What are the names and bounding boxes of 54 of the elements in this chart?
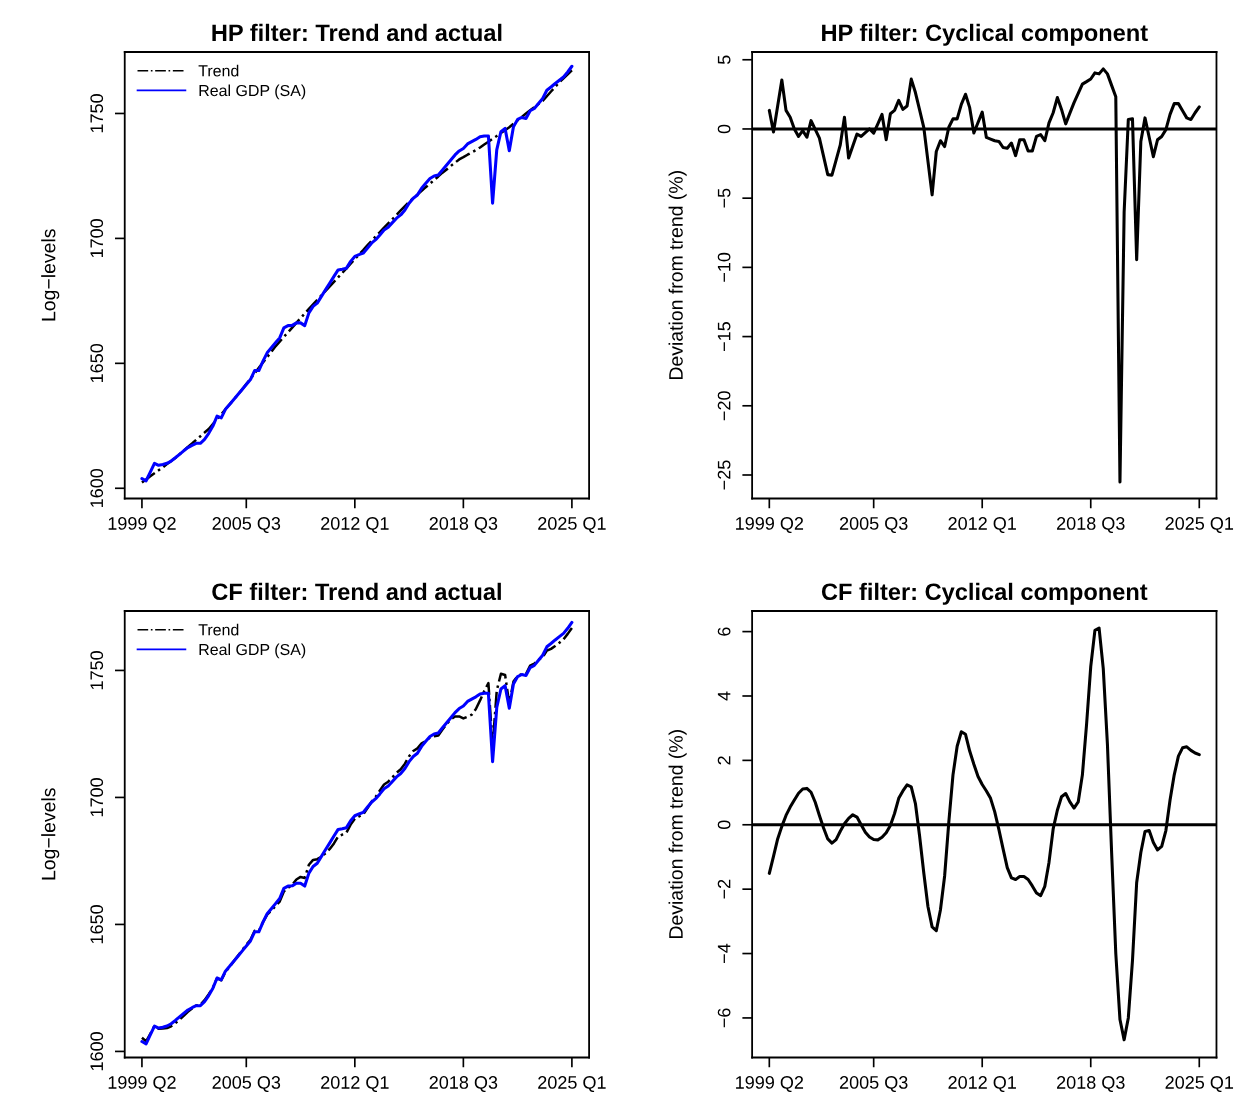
x-tick-label: 1999 Q2 (736, 1076, 804, 1093)
y-axis-title: Deviation from trend (%) (668, 171, 687, 380)
x-tick-label: 1999 Q2 (108, 1076, 176, 1093)
y-tick-label: 6 (717, 627, 731, 636)
y-axis-title: Log−levels (41, 788, 60, 880)
chart-title: CF filter: Trend and actual (212, 582, 501, 601)
y-tick-label: 1600 (90, 1032, 104, 1071)
y-axis-title: Deviation from trend (%) (668, 730, 687, 939)
y-tick-label: −2 (717, 879, 731, 899)
legend-label: Trend (198, 64, 239, 77)
y-tick-label: 4 (717, 691, 731, 701)
y-tick-label: 1650 (90, 343, 104, 383)
y-tick-label: 0 (717, 820, 731, 830)
y-tick-label: 0 (717, 124, 731, 134)
x-tick-label: 1999 Q2 (736, 517, 804, 534)
y-tick-label: 2 (717, 756, 731, 765)
chart-title: HP filter: Cyclical component (822, 23, 1148, 46)
x-tick-label: 2005 Q3 (212, 517, 281, 534)
y-tick-label: 1700 (90, 219, 104, 258)
x-tick-label: 2012 Q1 (321, 517, 389, 534)
y-tick-label: 1750 (90, 94, 104, 133)
y-tick-label: −15 (717, 322, 731, 351)
y-tick-label: −20 (717, 391, 731, 421)
x-tick-label: 2025 Q1 (1165, 1076, 1234, 1093)
y-tick-label: −25 (717, 460, 731, 490)
y-tick-label: −6 (717, 1008, 731, 1028)
y-tick-label: 1650 (90, 905, 104, 944)
x-tick-label: 2012 Q1 (948, 1076, 1016, 1093)
y-tick-label: 1700 (90, 778, 104, 817)
x-tick-label: 2018 Q3 (1057, 517, 1125, 534)
x-tick-label: 2005 Q3 (839, 517, 908, 534)
x-tick-label: 2018 Q3 (1057, 1076, 1125, 1093)
y-tick-label: 1600 (90, 468, 104, 507)
x-tick-label: 2025 Q1 (538, 517, 606, 534)
x-tick-label: 2025 Q1 (538, 1076, 606, 1093)
y-tick-label: 5 (717, 55, 731, 65)
legend-label: Real GDP (SA) (199, 643, 306, 659)
y-tick-label: −10 (717, 252, 731, 282)
x-tick-label: 2018 Q3 (429, 517, 498, 534)
x-tick-label: 2012 Q1 (948, 517, 1016, 534)
legend-label: Real GDP (SA) (199, 84, 306, 100)
x-tick-label: 2005 Q3 (212, 1076, 281, 1093)
legend-label: Trend (198, 623, 239, 636)
y-axis-title: Log−levels (41, 229, 60, 321)
chart-title: CF filter: Cyclical component (821, 582, 1148, 605)
chart-title: HP filter: Trend and actual (212, 23, 502, 42)
x-tick-label: 2012 Q1 (321, 1076, 389, 1093)
x-tick-label: 1999 Q2 (108, 517, 176, 534)
y-tick-label: −5 (717, 188, 731, 208)
x-tick-label: 2025 Q1 (1165, 517, 1234, 534)
y-tick-label: −4 (717, 943, 731, 963)
y-tick-label: 1750 (90, 651, 104, 690)
x-tick-label: 2018 Q3 (429, 1076, 498, 1093)
x-tick-label: 2005 Q3 (839, 1076, 908, 1093)
